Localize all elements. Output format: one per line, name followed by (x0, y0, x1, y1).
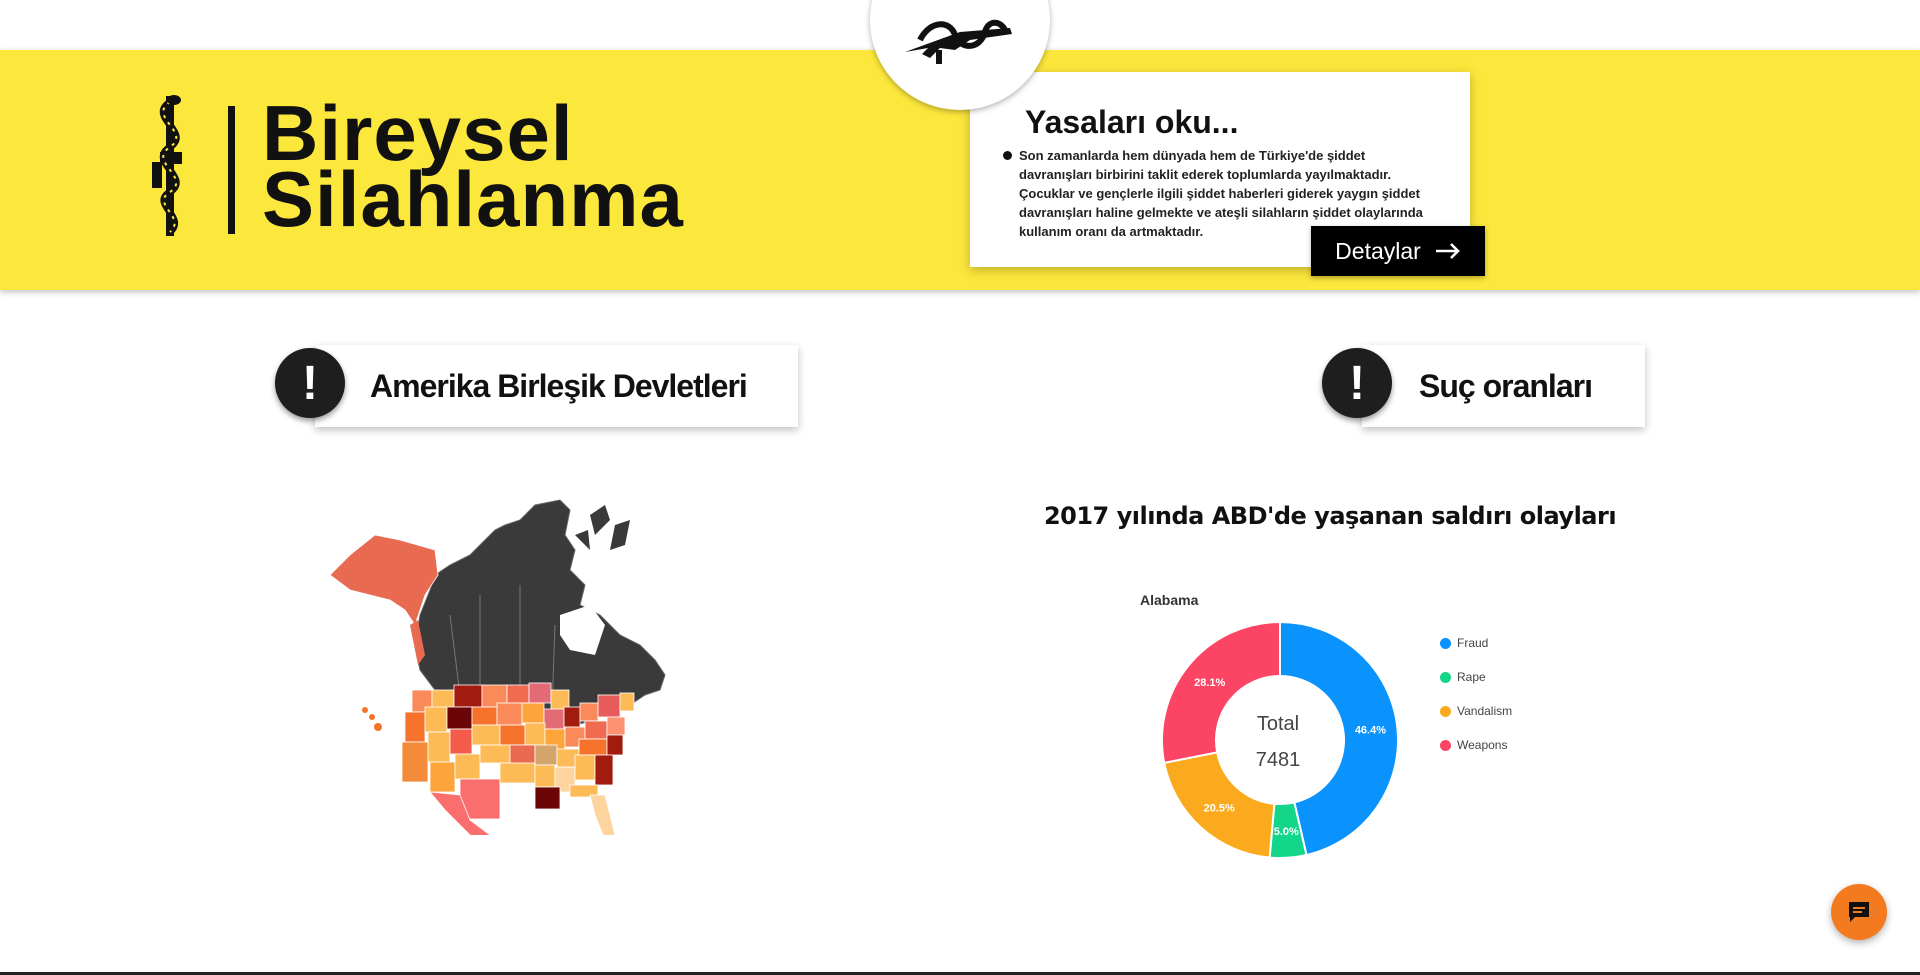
rifle-snake-emblem-icon (142, 92, 202, 245)
legend-item-rape[interactable]: Rape (1440, 660, 1512, 694)
donut-data-label: 5.0% (1274, 826, 1299, 838)
brand-title-line2: Silahlanma (262, 155, 684, 243)
donut-data-label: 28.1% (1194, 677, 1225, 689)
donut-svg: Total 7481 46.4% 5.0% 20.5% 28.1% (1161, 620, 1399, 859)
bullet-icon (1003, 151, 1012, 160)
legend-dot-icon (1440, 705, 1451, 717)
legend-label: Vandalism (1457, 704, 1513, 718)
brand-title-line1: Bireysel (262, 89, 574, 177)
legend-dot-icon (1440, 637, 1451, 649)
laws-text: Son zamanlarda hem dünyada hem de Türkiy… (1019, 148, 1423, 239)
section-heading-usa: Amerika Birleşik Devletleri (315, 345, 798, 427)
map-hudson-bay (560, 605, 605, 655)
laws-title: Yasaları oku... (1025, 104, 1239, 140)
arrow-right-icon (1435, 243, 1460, 259)
donut-center-value: 7481 (1256, 749, 1301, 771)
section-heading-crime: Suç oranları (1362, 345, 1645, 427)
page-bottom-border (0, 972, 1920, 975)
brand-divider (228, 106, 235, 234)
brand-title: Bireysel Silahlanma (262, 89, 684, 243)
chat-button[interactable] (1831, 884, 1887, 940)
legend-item-weapons[interactable]: Weapons (1440, 728, 1512, 762)
legend-dot-icon (1440, 739, 1451, 751)
donut-chart[interactable]: Total 7481 46.4% 5.0% 20.5% 28.1% (1160, 620, 1400, 865)
legend-label: Fraud (1457, 636, 1489, 650)
north-america-map[interactable] (320, 495, 680, 876)
map-region-usa (401, 682, 635, 841)
exclamation-icon: ! (275, 348, 345, 418)
chart-state-label: Alabama (1140, 592, 1199, 608)
section-title-crime: Suç oranları (1419, 367, 1593, 404)
donut-center-label: Total (1257, 713, 1299, 735)
donut-data-label: 20.5% (1204, 803, 1235, 815)
legend-label: Rape (1457, 670, 1486, 684)
rifle-snake-logo-icon (905, 19, 1012, 64)
section-title-usa: Amerika Birleşik Devletleri (370, 367, 748, 404)
legend-item-vandalism[interactable]: Vandalism (1440, 694, 1512, 728)
legend-item-fraud[interactable]: Fraud (1440, 626, 1512, 660)
donut-data-label: 46.4% (1355, 725, 1386, 737)
legend-label: Weapons (1457, 738, 1508, 752)
exclamation-icon: ! (1322, 348, 1392, 418)
legend-dot-icon (1440, 671, 1451, 683)
details-button-label: Detaylar (1335, 237, 1421, 264)
chart-title: 2017 yılında ABD'de yaşanan saldırı olay… (1043, 502, 1617, 530)
chart-legend[interactable]: Fraud Rape Vandalism Weapons (1440, 626, 1512, 762)
chat-bubble-icon (1849, 902, 1869, 922)
details-button[interactable]: Detaylar (1311, 226, 1485, 276)
choropleth-map (329, 499, 666, 876)
